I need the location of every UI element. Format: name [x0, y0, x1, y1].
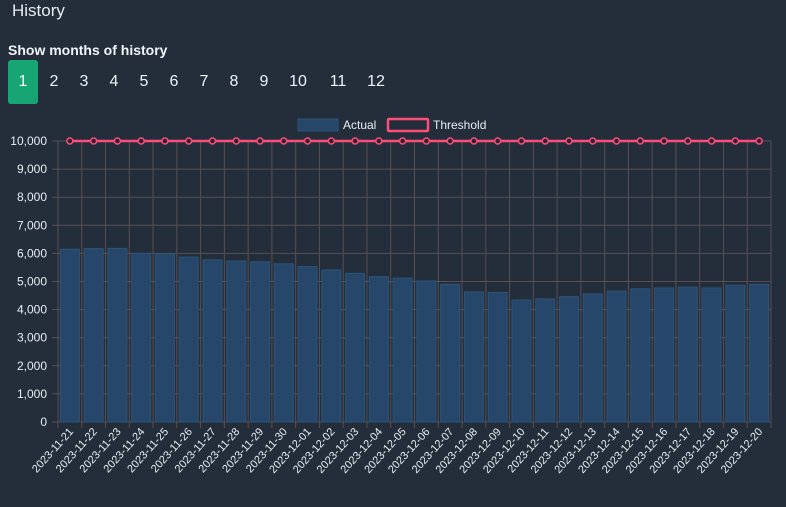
y-tick-label: 10,000 — [10, 134, 47, 148]
threshold-point — [755, 137, 763, 145]
month-tab-2[interactable]: 2 — [49, 73, 59, 90]
month-tab-12[interactable]: 12 — [367, 73, 385, 90]
bar-actual — [535, 298, 556, 423]
month-tab-6[interactable]: 6 — [169, 73, 179, 90]
month-tab-5[interactable]: 5 — [139, 73, 149, 90]
threshold-point — [684, 137, 692, 145]
chart-legend: Actual Threshold — [297, 117, 486, 133]
y-tick-label: 6,000 — [17, 246, 47, 260]
threshold-point — [446, 137, 454, 145]
threshold-point — [184, 137, 193, 145]
threshold-point — [66, 137, 74, 145]
threshold-point — [398, 137, 407, 145]
threshold-point — [470, 137, 478, 145]
bar-actual — [511, 299, 532, 423]
threshold-point — [541, 137, 549, 145]
bar-actual — [654, 287, 675, 423]
bar-actual — [345, 272, 366, 423]
threshold-point — [589, 137, 597, 145]
threshold-point — [612, 137, 621, 145]
bar-actual — [321, 269, 342, 423]
bar-actual — [107, 247, 128, 423]
months-history-label: Show months of history — [8, 42, 168, 58]
threshold-point — [565, 137, 573, 145]
bar-actual — [154, 253, 175, 423]
threshold-point — [137, 137, 145, 145]
history-chart: Actual Threshold 0 1,000 2,000 3,000 4,000 5,0… — [0, 110, 786, 507]
threshold-point — [660, 137, 668, 145]
y-tick-label: 7,000 — [17, 218, 47, 232]
bar-actual — [582, 293, 603, 423]
month-tab-8[interactable]: 8 — [229, 73, 239, 90]
bar-actual — [463, 291, 484, 423]
bar-actual — [250, 261, 271, 423]
threshold-point — [161, 137, 169, 145]
threshold-point — [113, 137, 122, 145]
bar-actual — [606, 290, 627, 423]
bar-actual — [487, 291, 508, 423]
bar-actual — [558, 296, 579, 423]
bar-actual — [677, 286, 698, 423]
month-tab-9[interactable]: 9 — [259, 73, 269, 90]
y-tick-label: 5,000 — [17, 275, 47, 289]
bar-actual — [202, 259, 223, 423]
x-axis: 2023-11-212023-11-222023-11-232023-11-24… — [30, 426, 765, 476]
threshold-point — [89, 137, 98, 145]
threshold-point — [256, 137, 264, 145]
threshold-point — [517, 137, 526, 145]
threshold-point — [375, 137, 383, 145]
y-tick-label: 8,000 — [17, 190, 47, 204]
month-tab-7[interactable]: 7 — [199, 73, 209, 90]
y-tick-label: 1,000 — [17, 387, 47, 401]
threshold-point — [707, 137, 716, 145]
threshold-point — [636, 137, 645, 145]
bar-actual — [297, 266, 318, 423]
bar-actual — [131, 252, 152, 423]
y-axis: 0 1,000 2,000 3,000 4,000 5,000 6,000 7,000 8,00… — [10, 134, 47, 429]
page-title: History — [12, 1, 65, 20]
threshold-point — [208, 137, 217, 145]
threshold-point — [731, 137, 740, 145]
y-tick-label: 3,000 — [17, 331, 47, 345]
threshold-point — [232, 137, 240, 145]
bar-actual — [630, 288, 651, 423]
y-tick-label: 4,000 — [17, 303, 47, 317]
bar-actual — [701, 287, 722, 423]
threshold-point — [422, 137, 431, 145]
legend-actual-swatch — [297, 118, 339, 132]
bar-actual — [368, 276, 389, 423]
bar-actual — [392, 277, 413, 423]
month-tab-1[interactable]: 1 — [8, 60, 38, 104]
threshold-series — [66, 137, 763, 145]
y-tick-label: 9,000 — [17, 162, 47, 176]
actual-bars — [59, 247, 770, 423]
bar-actual — [59, 248, 80, 423]
bar-actual — [273, 263, 294, 423]
bar-actual — [725, 284, 746, 423]
bar-actual — [749, 283, 770, 423]
threshold-point — [303, 137, 312, 145]
chart-svg: Actual Threshold 0 1,000 2,000 3,000 4,000 5,0… — [10, 117, 772, 476]
y-tick-label: 2,000 — [17, 359, 47, 373]
month-tab-4[interactable]: 4 — [109, 73, 119, 90]
threshold-point — [493, 137, 502, 145]
month-tab-11[interactable]: 11 — [329, 73, 347, 90]
y-tick-label: 0 — [40, 415, 47, 429]
bar-actual — [416, 280, 437, 423]
month-tab-3[interactable]: 3 — [79, 73, 89, 90]
legend-threshold-label: Threshold — [433, 118, 486, 132]
bar-actual — [83, 248, 104, 423]
month-tab-10[interactable]: 10 — [289, 73, 307, 90]
threshold-point — [327, 137, 336, 145]
legend-actual-label: Actual — [343, 118, 376, 132]
legend-threshold-swatch — [386, 117, 430, 133]
threshold-point — [280, 137, 288, 145]
bar-actual — [226, 260, 247, 423]
threshold-point — [351, 137, 359, 145]
bar-actual — [178, 256, 199, 423]
bar-actual — [440, 283, 461, 423]
